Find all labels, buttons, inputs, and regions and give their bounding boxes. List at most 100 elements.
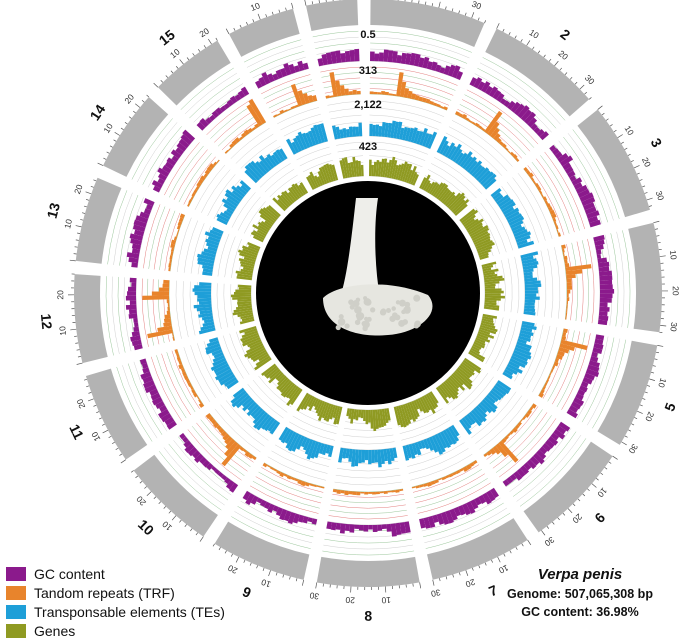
track-bar — [203, 318, 214, 324]
track-bar — [355, 126, 360, 137]
track-bar — [534, 182, 540, 188]
track-bar — [472, 232, 491, 243]
track-grid — [296, 410, 338, 428]
tick-label: 30 — [583, 73, 597, 87]
track-bar — [429, 100, 434, 105]
track-grid — [135, 278, 143, 349]
track-bar — [407, 127, 415, 142]
track-bar — [383, 49, 389, 62]
tick — [76, 362, 83, 365]
track-bar — [308, 397, 317, 412]
track-bar — [423, 394, 436, 414]
track-bar — [423, 517, 431, 529]
track-bar — [461, 417, 472, 429]
track-bar — [566, 282, 572, 287]
track-bar — [309, 483, 314, 487]
track-bar — [293, 65, 301, 73]
track-bar — [247, 401, 257, 412]
track-grid — [516, 434, 582, 502]
track-bar — [526, 409, 532, 415]
track-bar — [336, 406, 343, 425]
track-bar — [458, 365, 473, 377]
track-grid — [481, 264, 486, 309]
track-bar — [251, 126, 257, 131]
track-grid — [249, 485, 319, 514]
track-bar — [404, 521, 411, 534]
track-bar — [375, 160, 380, 177]
track-bar — [549, 209, 555, 215]
track-grid — [252, 379, 288, 413]
track-bar — [594, 239, 605, 247]
track-grid — [414, 469, 483, 498]
track-bar — [358, 524, 364, 531]
track-bar — [178, 217, 184, 223]
track-bar — [531, 403, 537, 409]
tick — [282, 574, 284, 578]
track-grid — [207, 174, 236, 216]
track-bar — [328, 445, 334, 458]
tick — [131, 470, 134, 473]
track-grid — [393, 391, 432, 408]
track-bar — [368, 491, 373, 494]
tick — [120, 459, 127, 464]
track-bar — [325, 444, 331, 454]
track-bar — [151, 291, 170, 296]
track-bar — [459, 208, 476, 222]
tick — [233, 27, 236, 31]
track-bar — [133, 317, 138, 323]
track-grid — [576, 336, 609, 420]
tick — [77, 232, 81, 234]
track-bar — [198, 399, 202, 404]
track-bar — [514, 347, 532, 356]
track-bar — [253, 412, 268, 429]
track-bar — [401, 126, 408, 141]
track-bar — [240, 332, 259, 342]
track-grid — [424, 507, 508, 543]
track-bar — [197, 257, 215, 264]
track-bar — [131, 243, 141, 250]
track-grid — [347, 407, 389, 411]
track-grid — [117, 276, 126, 353]
track-bar — [350, 161, 355, 178]
track-bar — [387, 122, 393, 138]
track-grid — [133, 361, 168, 432]
track-bar — [279, 508, 288, 521]
tick — [569, 77, 573, 80]
track-grid — [164, 212, 181, 271]
track-bar — [593, 234, 605, 242]
track-bar — [468, 411, 482, 427]
tick — [109, 145, 113, 148]
track-bar — [547, 206, 553, 212]
track-bar — [131, 282, 137, 287]
track-bar — [308, 130, 317, 146]
chromosome-15-label: 15 — [156, 26, 178, 48]
track-bar — [399, 488, 404, 492]
track-bar — [347, 162, 353, 178]
track-bar — [247, 347, 266, 359]
track-bar — [197, 297, 212, 302]
track-bar — [484, 293, 501, 296]
track-bar — [290, 388, 303, 406]
track-grid — [337, 148, 363, 153]
track-bar — [143, 198, 155, 207]
track-grid — [168, 443, 229, 501]
track-bar — [219, 212, 231, 220]
track-bar — [566, 278, 572, 283]
track-bar — [294, 104, 299, 108]
tick — [432, 579, 435, 586]
track-grid — [369, 155, 423, 168]
track-grid — [547, 248, 554, 318]
track-bar — [357, 160, 362, 177]
tick — [577, 498, 581, 502]
track-grid — [334, 481, 402, 486]
track-grid — [540, 250, 547, 317]
track-grid — [554, 247, 561, 319]
track-bar — [269, 466, 275, 471]
tick — [144, 486, 147, 489]
tick — [90, 185, 94, 188]
tick — [275, 572, 278, 576]
track-bar — [317, 176, 324, 186]
chromosome-2-ideogram — [485, 28, 590, 117]
track-bar — [277, 198, 288, 210]
track-bar — [252, 224, 268, 235]
